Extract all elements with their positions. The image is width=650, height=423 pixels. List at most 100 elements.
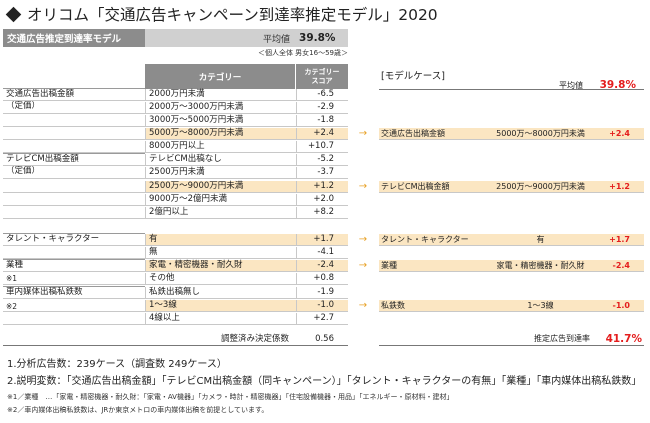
page-title: オリコム「交通広告キャンペーン到達率推定モデル」2020 bbox=[27, 6, 438, 24]
model-case-row: タレント・キャラクター 有 +1.7 bbox=[379, 234, 644, 246]
group-divider bbox=[3, 153, 145, 154]
category-cell: 無 bbox=[145, 247, 296, 258]
table-row: 2000万円未満 -6.5 bbox=[3, 89, 348, 101]
category-cell: 有 bbox=[145, 234, 296, 245]
score-cell: -1.8 bbox=[296, 115, 348, 126]
model-average-row: 平均値 39.8% bbox=[381, 79, 644, 91]
group-label: 車内媒体出稿私鉄数 bbox=[6, 287, 83, 297]
table-row-highlighted: 家電・精密機器・耐久財 -2.4 bbox=[3, 260, 348, 272]
group-label: タレント・キャラクター bbox=[6, 234, 100, 244]
model-category: テレビCM出稿金額 bbox=[381, 182, 450, 191]
category-cell: 4線以上 bbox=[145, 313, 296, 324]
table-row-highlighted: 有 +1.7 bbox=[3, 234, 348, 246]
category-column-header: カテゴリー bbox=[145, 64, 295, 89]
category-cell: 2500万円未満 bbox=[145, 167, 296, 178]
model-category: タレント・キャラクター bbox=[381, 235, 469, 244]
score-cell: -1.9 bbox=[296, 287, 348, 298]
group-divider bbox=[3, 233, 145, 234]
table-row: テレビCM出稿なし -5.2 bbox=[3, 154, 348, 166]
model-case-title: [モデルケース] bbox=[381, 71, 445, 82]
group-label: 業種 bbox=[6, 260, 24, 270]
group-label: 交通広告出稿金額 bbox=[6, 89, 75, 99]
model-average-value: 39.8% bbox=[599, 79, 636, 91]
table-row-highlighted: 2500万～9000万円未満 +1.2 bbox=[3, 181, 348, 193]
score-cell: -3.7 bbox=[296, 167, 348, 178]
score-cell: +10.7 bbox=[296, 141, 348, 152]
diamond-icon bbox=[5, 6, 22, 22]
model-category: 私鉄数 bbox=[381, 301, 405, 310]
model-average-label: 平均値 bbox=[559, 81, 583, 90]
table-row: 2億円以上 +8.2 bbox=[3, 207, 348, 219]
group-label: テレビCM出稿金額 bbox=[6, 154, 79, 164]
category-cell: 私鉄出稿無し bbox=[145, 287, 296, 298]
estimated-reach-label: 推定広告到達率 bbox=[534, 334, 590, 343]
model-final-row: 推定広告到達率 41.7% bbox=[379, 333, 644, 345]
title-row: オリコム「交通広告キャンペーン到達率推定モデル」2020 bbox=[5, 3, 438, 25]
group-sub-label: （定価） bbox=[6, 166, 41, 176]
model-case-row: テレビCM出稿金額 2500万～9000万円未満 +1.2 bbox=[379, 181, 644, 193]
adjusted-r2-value: 0.56 bbox=[315, 334, 334, 344]
table-row: 4線以上 +2.7 bbox=[3, 313, 348, 325]
table-row: 私鉄出稿無し -1.9 bbox=[3, 287, 348, 299]
model-case-row: 業種 家電・精密機器・耐久財 -2.4 bbox=[379, 260, 644, 272]
table-row: 8000万円以上 +10.7 bbox=[3, 141, 348, 153]
score-cell: -2.9 bbox=[296, 102, 348, 113]
note-variables: 2.説明変数：「交通広告出稿金額」「テレビCM出稿金額（同キャンペーン）」「タレ… bbox=[7, 376, 642, 387]
model-top-rule bbox=[379, 89, 644, 90]
model-option: 1～3線 bbox=[527, 301, 554, 310]
footnote-railways: ※2／車内媒体出稿私鉄数は、JRか東京メトロの車内媒体出稿を前提としています。 bbox=[7, 406, 269, 414]
score-cell: +2.0 bbox=[296, 194, 348, 205]
average-label: 平均値 bbox=[263, 34, 291, 45]
score-cell: +2.7 bbox=[296, 313, 348, 324]
category-cell: 5000万～8000万円未満 bbox=[145, 128, 296, 139]
category-cell: 2億円以上 bbox=[145, 207, 296, 218]
arrow-right-icon: → bbox=[358, 181, 368, 192]
model-category: 業種 bbox=[381, 261, 397, 270]
category-cell: 2000万～3000万円未満 bbox=[145, 102, 296, 113]
score-cell: -2.4 bbox=[296, 260, 348, 271]
category-cell: その他 bbox=[145, 273, 296, 284]
score-cell: +0.8 bbox=[296, 273, 348, 284]
table-row: 無 -4.1 bbox=[3, 247, 348, 259]
arrow-right-icon: → bbox=[358, 260, 368, 271]
arrow-right-icon: → bbox=[358, 234, 368, 245]
model-bottom-rule bbox=[379, 345, 644, 346]
footnote-industry: ※1／業種 …「家電・精密機器・耐久財：「家電・AV機器」「カメラ・時計・精密機… bbox=[7, 393, 454, 401]
model-score: +2.4 bbox=[609, 129, 630, 138]
table-row: 9000万～2億円未満 +2.0 bbox=[3, 194, 348, 206]
arrow-right-icon: → bbox=[358, 300, 368, 311]
category-cell: 9000万～2億円未満 bbox=[145, 194, 296, 205]
average-value: 39.8% bbox=[299, 32, 336, 44]
note-analysis-count: 1.分析広告数：239ケース（調査数 249ケース） bbox=[7, 359, 227, 370]
model-name: 交通広告推定到達率モデル bbox=[3, 29, 145, 47]
model-option: 有 bbox=[536, 235, 545, 244]
subject-note: ＜個人全体 男女16～59歳＞ bbox=[257, 49, 348, 57]
score-cell: -5.2 bbox=[296, 154, 348, 165]
model-case-row: 私鉄数 1～3線 -1.0 bbox=[379, 300, 644, 312]
model-score: +1.2 bbox=[609, 182, 630, 191]
arrow-right-icon: → bbox=[358, 128, 368, 139]
table-bottom-rule bbox=[3, 345, 348, 346]
category-cell: 2500万～9000万円未満 bbox=[145, 181, 296, 192]
group-divider bbox=[3, 286, 145, 287]
score-column-header: カテゴリー スコア bbox=[296, 64, 348, 89]
model-case-row: 交通広告出稿金額 5000万～8000万円未満 +2.4 bbox=[379, 128, 644, 140]
score-cell: -1.0 bbox=[296, 300, 348, 311]
model-score: +1.7 bbox=[609, 235, 630, 244]
table-row: その他 +0.8 bbox=[3, 273, 348, 285]
model-score: -1.0 bbox=[612, 301, 631, 310]
adjusted-r2-row: 調整済み決定係数 0.56 bbox=[145, 333, 348, 345]
score-cell: +2.4 bbox=[296, 128, 348, 139]
model-option: 家電・精密機器・耐久財 bbox=[496, 261, 585, 270]
category-cell: 8000万円以上 bbox=[145, 141, 296, 152]
score-cell: +1.2 bbox=[296, 181, 348, 192]
adjusted-r2-label: 調整済み決定係数 bbox=[220, 334, 289, 344]
score-cell: +8.2 bbox=[296, 207, 348, 218]
table-row-highlighted: 5000万～8000万円未満 +2.4 bbox=[3, 128, 348, 140]
category-cell: 3000万～5000万円未満 bbox=[145, 115, 296, 126]
estimated-reach-value: 41.7% bbox=[605, 333, 642, 345]
category-cell: 家電・精密機器・耐久財 bbox=[145, 260, 296, 271]
table-row: 2000万～3000万円未満 -2.9 bbox=[3, 102, 348, 114]
model-header-bar: 交通広告推定到達率モデル 平均値 39.8% bbox=[3, 29, 348, 47]
group-divider bbox=[3, 259, 145, 260]
